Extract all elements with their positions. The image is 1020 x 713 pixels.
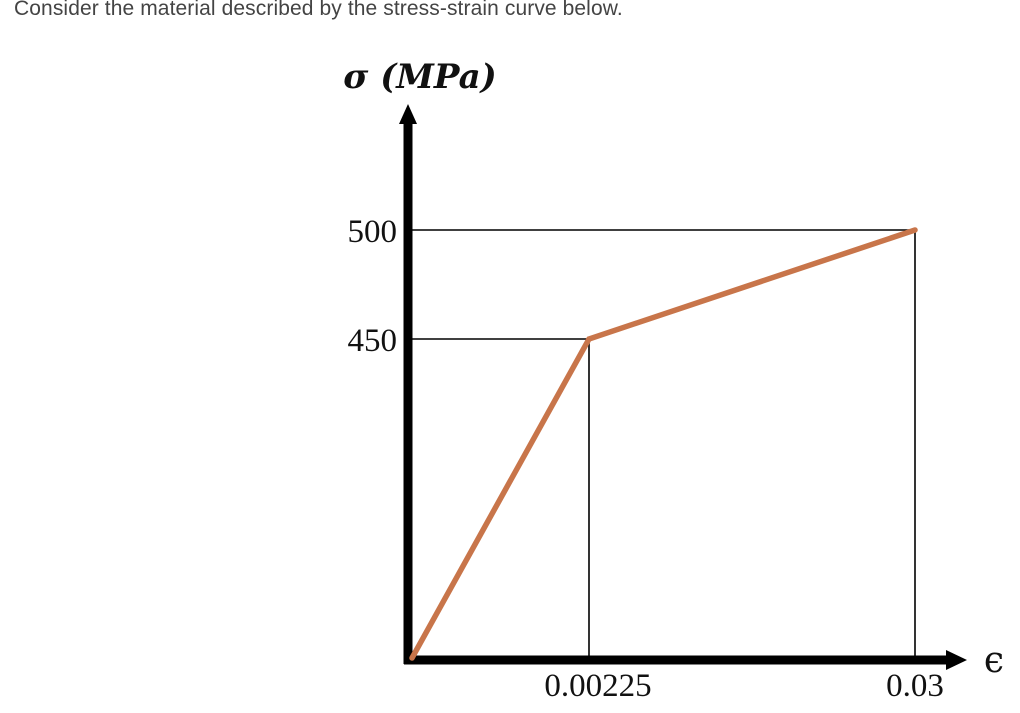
y-axis-arrowhead [399, 104, 417, 124]
question-prompt: Consider the material described by the s… [14, 0, 623, 20]
curve-point-2 [912, 227, 918, 233]
x-tick-label-003: 0.03 [886, 668, 944, 704]
x-axis-label: ϵ [984, 640, 1004, 681]
curve-point-1 [586, 336, 592, 342]
y-axis-label: σ (MPa) [343, 57, 496, 97]
x-axis-arrowhead [946, 650, 967, 670]
y-tick-label-500: 500 [348, 214, 398, 250]
x-tick-label-000225: 0.00225 [544, 668, 651, 704]
curve-point-0 [409, 655, 415, 661]
data-points [409, 227, 918, 661]
y-tick-label-450: 450 [348, 323, 398, 359]
curve-line [409, 227, 918, 661]
